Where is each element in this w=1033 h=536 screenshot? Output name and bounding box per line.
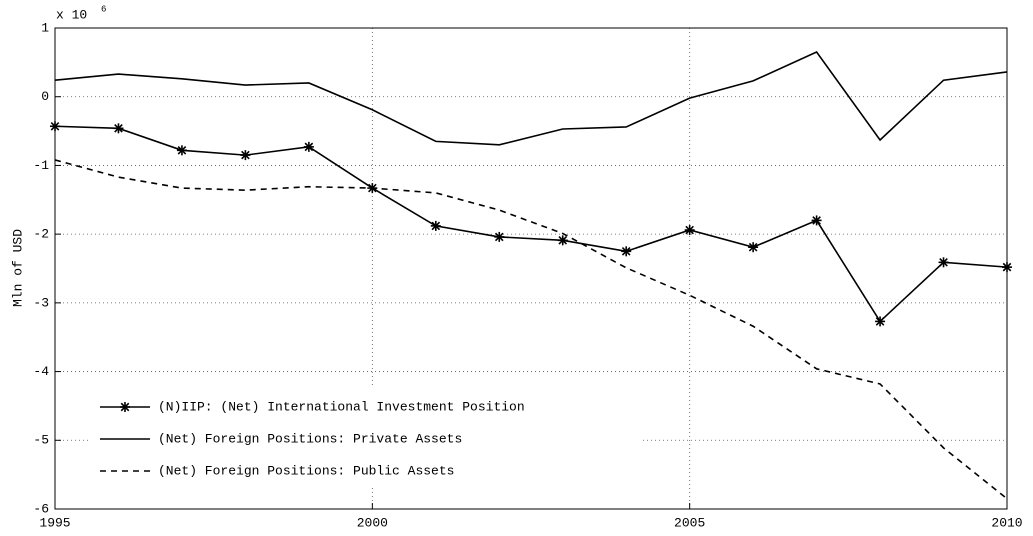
y-tick-label: -6 [33,501,49,516]
y-tick-label: 1 [41,20,49,35]
marker-stroke [431,221,441,231]
marker-stroke [939,258,948,267]
x-tick-label: 2010 [991,515,1022,530]
data-marker [875,316,886,327]
legend-label: (Net) Foreign Positions: Private Assets [158,431,462,446]
y-tick-label: -5 [33,433,49,448]
marker-stroke [177,145,187,155]
data-marker [494,231,505,242]
y-multiplier: x 10 [56,7,87,22]
data-marker [430,220,441,231]
y-tick-label: -3 [33,295,49,310]
marker-stroke [120,402,130,412]
marker-stroke [241,150,250,160]
x-tick-label: 1995 [39,515,70,530]
data-marker [621,246,632,257]
marker-stroke [748,242,758,252]
data-marker [748,242,759,253]
legend-box [88,388,643,488]
marker-stroke [494,232,504,242]
data-marker [303,141,314,152]
data-marker [811,215,822,226]
data-marker [176,145,187,156]
legend-label: (N)IIP: (Net) International Investment P… [158,399,525,414]
legend-marker [120,402,130,412]
x-tick-label: 2000 [357,515,388,530]
marker-stroke [304,142,314,152]
series-line [54,51,1008,146]
x-tick-label: 2005 [674,515,705,530]
data-marker [50,121,60,132]
y-multiplier-exponent: 6 [101,4,106,14]
y-tick-label: -2 [33,227,49,242]
data-marker [684,225,695,236]
data-marker [938,257,949,268]
series-line [54,159,1008,500]
legend-label: (Net) Foreign Positions: Public Assets [158,463,454,478]
y-axis-label: Mln of USD [10,229,25,307]
y-tick-label: -4 [33,364,49,379]
marker-stroke [50,121,60,131]
y-tick-label: -1 [33,158,49,173]
data-marker [113,123,124,134]
marker-stroke [1002,262,1012,272]
marker-stroke [875,317,885,326]
y-tick-label: 0 [41,89,49,104]
marker-stroke [812,216,821,225]
marker-stroke [558,236,568,245]
marker-stroke [621,247,631,256]
data-marker [557,235,568,246]
marker-stroke [685,225,694,235]
data-marker [1002,262,1012,273]
data-marker [240,150,251,161]
marker-stroke [114,124,123,133]
series-line [54,125,1008,323]
